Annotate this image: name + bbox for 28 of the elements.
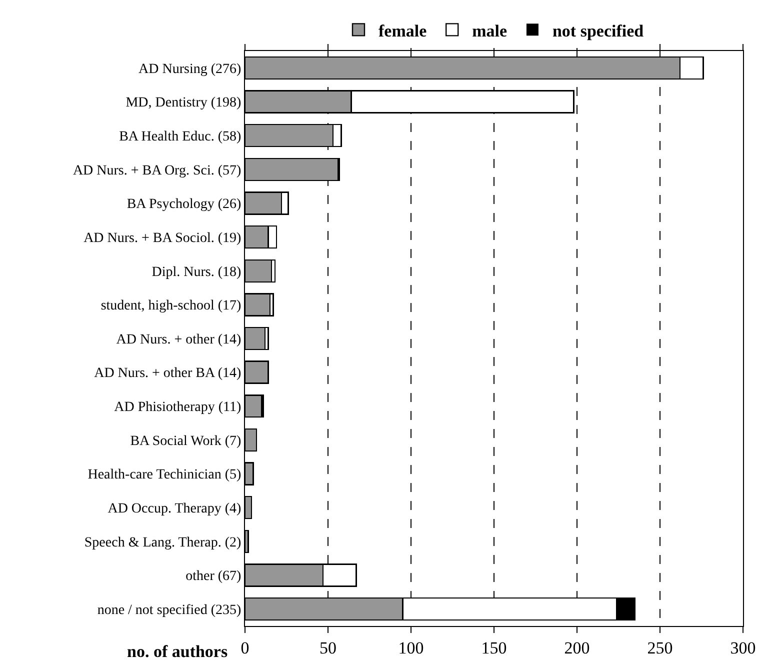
y-tick-label: AD Phisiotherapy (11): [114, 400, 242, 416]
x-tick-label: 50: [320, 638, 336, 658]
y-tick-label: student, high-school (17): [100, 298, 242, 314]
x-tick-label: 300: [730, 638, 756, 658]
y-tick-label: Speech & Lang. Therap. (2): [84, 535, 242, 550]
y-tick-label: BA Social Work (7): [130, 434, 242, 449]
y-tick-label: Health-care Techinician (5): [88, 468, 242, 483]
x-tick-label: 200: [564, 638, 590, 658]
y-tick-label: AD Nurs. + BA Sociol. (19): [84, 230, 242, 246]
y-tick-label: AD Nurs. + BA Org. Sci. (57): [72, 163, 242, 178]
y-tick-label: none / not specified (235): [97, 602, 242, 618]
y-tick-label: BA Health Educ. (58): [119, 129, 242, 144]
y-tick-label: Dipl. Nurs. (18): [152, 264, 242, 280]
x-tick-label: 100: [398, 638, 424, 658]
y-tick-label: AD Nurs. + other BA (14): [94, 366, 242, 382]
legend-label: not specified: [552, 21, 644, 40]
y-tick-label: AD Occup. Therapy (4): [108, 502, 242, 517]
y-tick-label: MD, Dentistry (198): [126, 96, 242, 111]
y-tick-label: AD Nurs. + other (14): [116, 332, 242, 348]
y-tick-label: other (67): [186, 569, 242, 584]
legend-label: female: [378, 21, 428, 40]
x-axis-title: no. of authors: [127, 642, 228, 661]
x-tick-label: 0: [240, 638, 250, 658]
y-tick-label: AD Nursing (276): [138, 62, 242, 77]
x-tick-label: 250: [647, 638, 673, 658]
y-tick-label: BA Psychology (26): [126, 197, 242, 212]
x-tick-label: 150: [481, 638, 507, 658]
legend-label: male: [472, 21, 508, 40]
